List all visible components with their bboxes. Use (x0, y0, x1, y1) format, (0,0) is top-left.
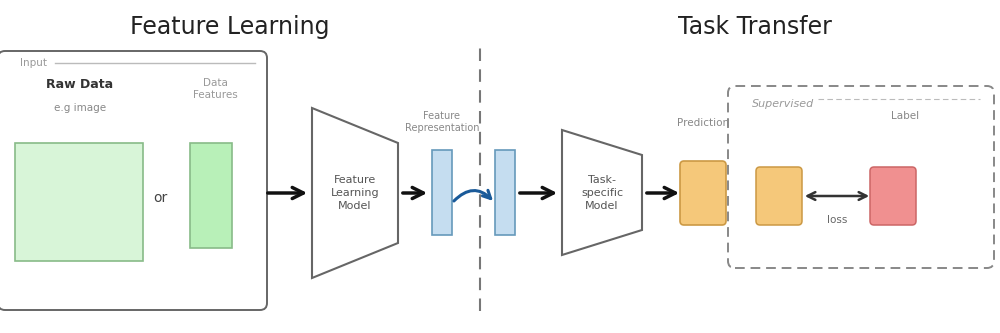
Text: loss: loss (827, 215, 847, 225)
Bar (15, 143, 143, 261)
FancyBboxPatch shape (870, 167, 916, 225)
Text: or: or (153, 191, 167, 205)
Polygon shape (312, 108, 398, 278)
FancyArrowPatch shape (454, 190, 491, 201)
Text: Prediction: Prediction (677, 118, 729, 128)
Text: Data
Features: Data Features (193, 78, 237, 100)
FancyBboxPatch shape (0, 51, 267, 310)
FancyBboxPatch shape (756, 167, 802, 225)
Text: Task Transfer: Task Transfer (678, 15, 832, 39)
Bar (432, 150, 452, 235)
Text: Feature Learning: Feature Learning (130, 15, 330, 39)
Text: Supervised: Supervised (752, 99, 814, 109)
Bar (495, 150, 515, 235)
FancyBboxPatch shape (728, 86, 994, 268)
Text: Label: Label (891, 111, 919, 121)
Bar (190, 143, 232, 248)
Text: Feature
Representation: Feature Representation (405, 111, 479, 133)
Text: Raw Data: Raw Data (46, 78, 114, 91)
FancyBboxPatch shape (680, 161, 726, 225)
Text: Task-
specific
Model: Task- specific Model (581, 175, 623, 211)
Polygon shape (562, 130, 642, 255)
Text: Feature
Learning
Model: Feature Learning Model (331, 175, 379, 211)
Text: Input: Input (20, 58, 47, 68)
Text: e.g image: e.g image (54, 103, 106, 113)
